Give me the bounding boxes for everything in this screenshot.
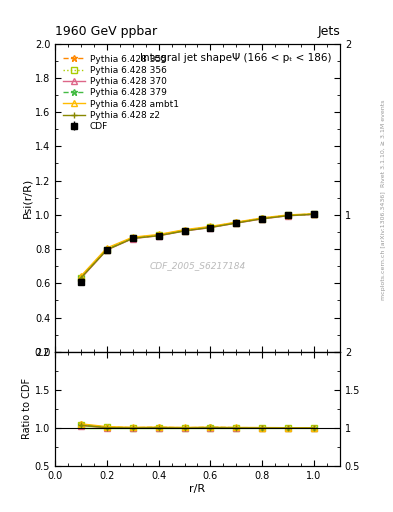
Pythia 6.428 370 [156,233,161,239]
Pythia 6.428 379 [105,246,109,252]
Pythia 6.428 355 [312,211,316,217]
Pythia 6.428 z2 [312,211,316,217]
Pythia 6.428 z2 [156,232,161,239]
Pythia 6.428 370 [208,225,213,231]
Pythia 6.428 370 [105,247,109,253]
Pythia 6.428 370 [182,228,187,234]
Y-axis label: Psi(r/R): Psi(r/R) [22,178,32,218]
Pythia 6.428 379 [312,211,316,217]
Pythia 6.428 z2 [182,228,187,234]
Pythia 6.428 355 [105,246,109,252]
Pythia 6.428 356 [130,235,135,241]
Pythia 6.428 379 [208,224,213,230]
Pythia 6.428 355 [260,215,264,221]
Line: Pythia 6.428 370: Pythia 6.428 370 [78,211,317,282]
Line: Pythia 6.428 379: Pythia 6.428 379 [78,211,317,281]
Pythia 6.428 356 [182,228,187,234]
Pythia 6.428 z2 [286,212,290,219]
Line: Pythia 6.428 356: Pythia 6.428 356 [78,211,317,281]
Text: CDF_2005_S6217184: CDF_2005_S6217184 [149,261,246,270]
Pythia 6.428 379 [260,215,264,221]
Line: Pythia 6.428 ambt1: Pythia 6.428 ambt1 [78,210,317,279]
Pythia 6.428 z2 [234,220,239,226]
Pythia 6.428 356 [312,211,316,217]
Pythia 6.428 ambt1 [130,234,135,240]
Pythia 6.428 ambt1 [312,210,316,217]
Pythia 6.428 ambt1 [260,215,264,221]
Pythia 6.428 355 [286,212,290,218]
Pythia 6.428 356 [208,224,213,230]
Pythia 6.428 z2 [79,275,83,281]
Pythia 6.428 z2 [130,236,135,242]
Pythia 6.428 379 [286,212,290,218]
Y-axis label: Ratio to CDF: Ratio to CDF [22,378,32,439]
Legend: Pythia 6.428 355, Pythia 6.428 356, Pythia 6.428 370, Pythia 6.428 379, Pythia 6: Pythia 6.428 355, Pythia 6.428 356, Pyth… [61,53,180,133]
Pythia 6.428 355 [234,220,239,226]
Pythia 6.428 z2 [260,216,264,222]
Pythia 6.428 ambt1 [286,212,290,218]
X-axis label: r/R: r/R [189,483,206,494]
Pythia 6.428 379 [79,274,83,281]
Line: Pythia 6.428 z2: Pythia 6.428 z2 [78,211,317,281]
Pythia 6.428 355 [79,274,83,280]
Text: 1960 GeV ppbar: 1960 GeV ppbar [55,26,157,38]
Pythia 6.428 356 [79,274,83,281]
Text: Rivet 3.1.10, ≥ 3.1M events: Rivet 3.1.10, ≥ 3.1M events [381,100,386,187]
Text: mcplots.cern.ch [arXiv:1306.3436]: mcplots.cern.ch [arXiv:1306.3436] [381,191,386,300]
Pythia 6.428 ambt1 [208,223,213,229]
Pythia 6.428 z2 [208,224,213,230]
Pythia 6.428 370 [260,216,264,222]
Pythia 6.428 ambt1 [105,245,109,251]
Pythia 6.428 356 [234,220,239,226]
Pythia 6.428 370 [312,211,316,218]
Pythia 6.428 355 [208,224,213,230]
Pythia 6.428 370 [79,275,83,282]
Pythia 6.428 ambt1 [182,227,187,233]
Pythia 6.428 355 [156,232,161,238]
Pythia 6.428 356 [286,212,290,219]
Pythia 6.428 ambt1 [234,219,239,225]
Pythia 6.428 ambt1 [156,231,161,238]
Text: Integral jet shapeΨ (166 < pₜ < 186): Integral jet shapeΨ (166 < pₜ < 186) [140,53,331,63]
Pythia 6.428 355 [130,234,135,241]
Pythia 6.428 356 [156,232,161,239]
Pythia 6.428 356 [105,246,109,252]
Pythia 6.428 356 [260,216,264,222]
Text: Jets: Jets [317,26,340,38]
Pythia 6.428 370 [234,220,239,226]
Pythia 6.428 379 [234,220,239,226]
Pythia 6.428 z2 [105,247,109,253]
Pythia 6.428 ambt1 [79,273,83,279]
Pythia 6.428 379 [156,232,161,239]
Pythia 6.428 370 [286,212,290,219]
Line: Pythia 6.428 355: Pythia 6.428 355 [78,211,317,280]
Pythia 6.428 370 [130,236,135,242]
Pythia 6.428 355 [182,227,187,233]
Pythia 6.428 379 [182,227,187,233]
Pythia 6.428 379 [130,235,135,241]
